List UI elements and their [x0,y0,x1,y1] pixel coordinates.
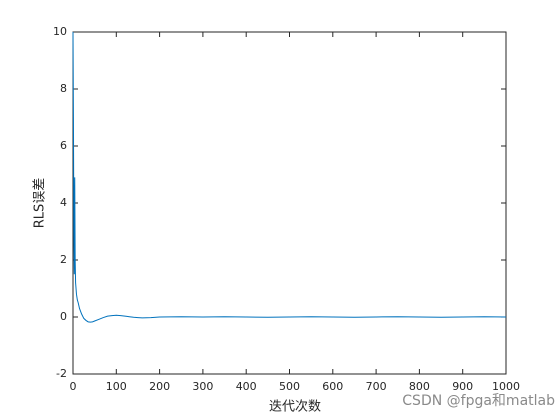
x-tick-label: 500 [279,380,300,393]
x-tick-label: 100 [106,380,127,393]
x-axis-label: 迭代次数 [269,399,321,415]
watermark: CSDN @fpga和matlab [402,393,555,409]
x-tick-label: 300 [192,380,213,393]
x-tick-label: 600 [322,380,343,393]
y-tick-label: 10 [53,25,67,38]
y-axis-label: RLS误差 [33,178,48,229]
y-tick-label: 0 [60,310,67,323]
y-tick-label: 4 [60,196,67,209]
y-tick-label: 6 [60,139,67,152]
x-tick-label: 900 [452,380,473,393]
x-tick-label: 400 [236,380,257,393]
plot-area [72,31,507,375]
x-tick-label: 800 [409,380,430,393]
y-tick-label: -2 [56,367,67,380]
x-tick-label: 0 [70,380,77,393]
x-tick-label: 700 [366,380,387,393]
x-tick-label: 1000 [492,380,520,393]
x-tick-label: 200 [149,380,170,393]
y-tick-label: 2 [60,253,67,266]
y-tick-label: 8 [60,82,67,95]
data-line [72,31,507,323]
